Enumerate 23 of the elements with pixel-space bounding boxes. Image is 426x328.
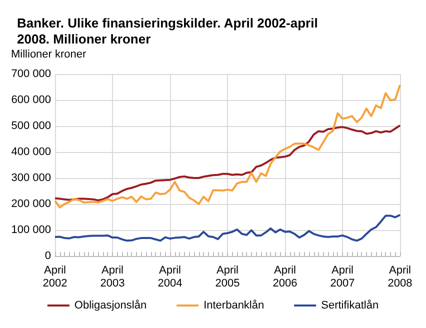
y-tick-label: 300 000 [11, 172, 51, 184]
line-series [54, 214, 401, 242]
legend-label: Interbanklån [204, 300, 264, 312]
x-tick-label: April 2004 [158, 264, 182, 290]
y-tick-label: 700 000 [11, 68, 51, 80]
legend-label: Obligasjonslån [74, 300, 147, 312]
y-tick-label: 600 000 [11, 94, 51, 106]
x-tick-label: April 2006 [272, 264, 298, 290]
x-tick-label: April 2007 [330, 264, 355, 290]
x-tick-label: April 2002 [42, 264, 68, 290]
chart-title: Banker. Ulike finansieringskilder. April 2002-april 2008. Millioner kroner [17, 16, 322, 46]
x-tick-label: April 2005 [215, 264, 240, 290]
x-tick-label: April 2003 [100, 264, 125, 290]
line-series [54, 84, 401, 208]
y-tick-label: 200 000 [11, 198, 51, 210]
y-tick-label: 500 000 [11, 120, 51, 132]
line-series [54, 124, 401, 202]
y-tick-label: 100 000 [11, 224, 51, 236]
y-tick-label: 0 [44, 250, 51, 262]
legend-label: Sertifikatlån [321, 300, 379, 312]
x-tick-label: April 2008 [388, 264, 412, 290]
y-axis-title: Millioner kroner [11, 48, 87, 60]
y-tick-label: 400 000 [11, 146, 51, 158]
